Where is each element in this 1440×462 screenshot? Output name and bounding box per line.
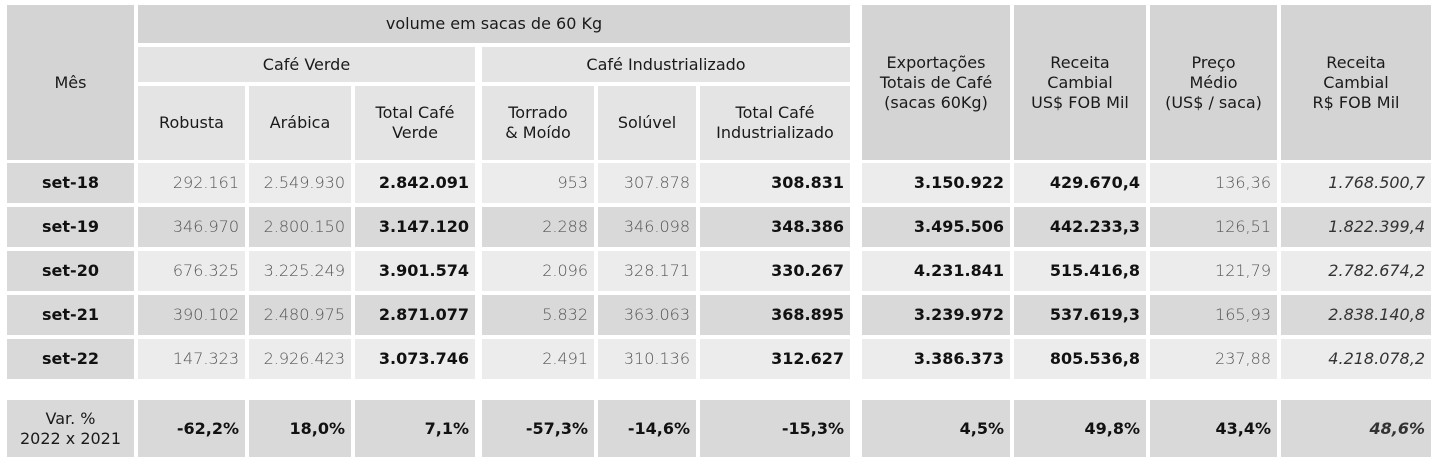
header-torrado-moido: Torrado & Moído: [482, 86, 594, 160]
cell-receita-usd: 429.670,4: [1014, 163, 1146, 203]
row-month: set-18: [7, 163, 134, 203]
variation-export: 4,5%: [862, 400, 1010, 457]
variation-total-verde: 7,1%: [355, 400, 475, 457]
row-month: set-20: [7, 251, 134, 291]
header-receita-usd: Receita Cambial US$ FOB Mil: [1014, 5, 1146, 160]
row-month: set-19: [7, 207, 134, 247]
cell-torrado: 2.288: [482, 207, 594, 247]
cell-robusta: 346.970: [138, 207, 245, 247]
header-volume: volume em sacas de 60 Kg: [138, 5, 850, 43]
cell-receita-usd: 515.416,8: [1014, 251, 1146, 291]
header-total-verde: Total Café Verde: [355, 86, 475, 160]
cell-arabica: 2.800.150: [249, 207, 351, 247]
variation-preco: 43,4%: [1150, 400, 1277, 457]
cell-preco: 121,79: [1150, 251, 1277, 291]
cell-torrado: 2.491: [482, 339, 594, 379]
variation-label: Var. % 2022 x 2021: [7, 400, 134, 457]
cell-preco: 126,51: [1150, 207, 1277, 247]
cell-total-verde: 3.147.120: [355, 207, 475, 247]
header-cafe-verde: Café Verde: [138, 47, 475, 82]
header-total-industrializado: Total Café Industrializado: [700, 86, 850, 160]
row-month: set-21: [7, 295, 134, 335]
cell-preco: 165,93: [1150, 295, 1277, 335]
header-arabica: Arábica: [249, 86, 351, 160]
cell-soluvel: 328.171: [598, 251, 696, 291]
cell-export: 3.150.922: [862, 163, 1010, 203]
cell-total-ind: 368.895: [700, 295, 850, 335]
cell-soluvel: 310.136: [598, 339, 696, 379]
cell-arabica: 3.225.249: [249, 251, 351, 291]
variation-torrado: -57,3%: [482, 400, 594, 457]
header-robusta: Robusta: [138, 86, 245, 160]
cell-total-ind: 348.386: [700, 207, 850, 247]
header-mes: Mês: [7, 5, 134, 160]
cell-torrado: 2.096: [482, 251, 594, 291]
variation-receita-brl: 48,6%: [1281, 400, 1431, 457]
cell-receita-brl: 2.782.674,2: [1281, 251, 1431, 291]
cell-receita-brl: 1.822.399,4: [1281, 207, 1431, 247]
header-exportacoes-totais: Exportações Totais de Café (sacas 60Kg): [862, 5, 1010, 160]
cell-total-ind: 330.267: [700, 251, 850, 291]
cell-soluvel: 307.878: [598, 163, 696, 203]
variation-total-ind: -15,3%: [700, 400, 850, 457]
cell-preco: 136,36: [1150, 163, 1277, 203]
variation-robusta: -62,2%: [138, 400, 245, 457]
variation-receita-usd: 49,8%: [1014, 400, 1146, 457]
cell-receita-brl: 2.838.140,8: [1281, 295, 1431, 335]
cell-total-ind: 308.831: [700, 163, 850, 203]
cell-total-verde: 2.842.091: [355, 163, 475, 203]
cell-export: 4.231.841: [862, 251, 1010, 291]
cell-receita-usd: 442.233,3: [1014, 207, 1146, 247]
cell-torrado: 5.832: [482, 295, 594, 335]
cell-torrado: 953: [482, 163, 594, 203]
cell-preco: 237,88: [1150, 339, 1277, 379]
header-soluvel: Solúvel: [598, 86, 696, 160]
cell-robusta: 292.161: [138, 163, 245, 203]
cell-arabica: 2.926.423: [249, 339, 351, 379]
cell-export: 3.239.972: [862, 295, 1010, 335]
cell-arabica: 2.549.930: [249, 163, 351, 203]
variation-arabica: 18,0%: [249, 400, 351, 457]
cell-soluvel: 363.063: [598, 295, 696, 335]
header-preco-medio: Preço Médio (US$ / saca): [1150, 5, 1277, 160]
row-month: set-22: [7, 339, 134, 379]
cell-robusta: 676.325: [138, 251, 245, 291]
cell-export: 3.495.506: [862, 207, 1010, 247]
cell-arabica: 2.480.975: [249, 295, 351, 335]
cell-soluvel: 346.098: [598, 207, 696, 247]
cell-total-verde: 3.073.746: [355, 339, 475, 379]
cell-robusta: 390.102: [138, 295, 245, 335]
cell-receita-brl: 1.768.500,7: [1281, 163, 1431, 203]
header-cafe-industrializado: Café Industrializado: [482, 47, 850, 82]
cell-export: 3.386.373: [862, 339, 1010, 379]
variation-soluvel: -14,6%: [598, 400, 696, 457]
header-receita-brl: Receita Cambial R$ FOB Mil: [1281, 5, 1431, 160]
cell-total-verde: 2.871.077: [355, 295, 475, 335]
cell-receita-brl: 4.218.078,2: [1281, 339, 1431, 379]
cell-total-ind: 312.627: [700, 339, 850, 379]
cell-receita-usd: 537.619,3: [1014, 295, 1146, 335]
cell-receita-usd: 805.536,8: [1014, 339, 1146, 379]
cell-total-verde: 3.901.574: [355, 251, 475, 291]
cell-robusta: 147.323: [138, 339, 245, 379]
